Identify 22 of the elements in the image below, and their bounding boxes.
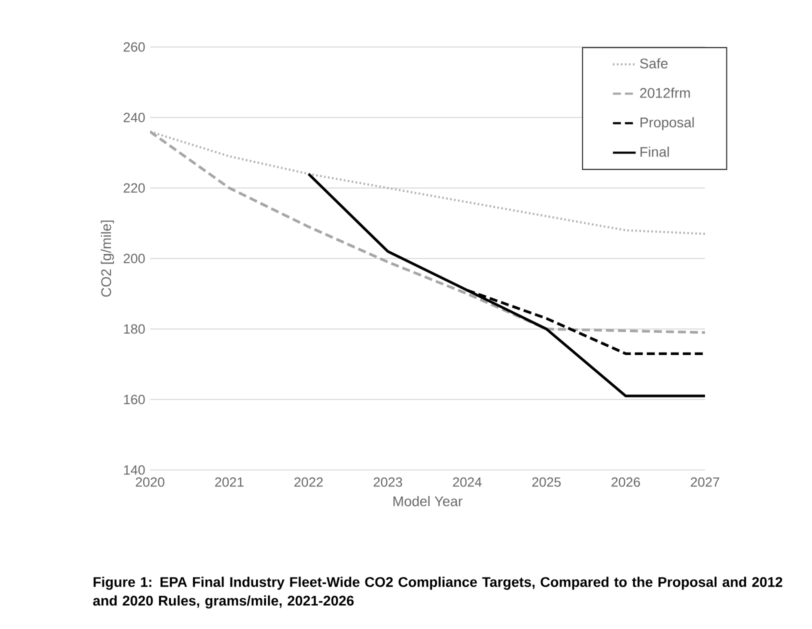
y-tick-label: 200 bbox=[124, 254, 145, 264]
x-tick-label: 2024 bbox=[452, 477, 482, 487]
y-tick-label: 220 bbox=[124, 183, 145, 193]
legend-label: 2012frm bbox=[640, 88, 690, 98]
y-tick-label: 180 bbox=[124, 324, 145, 334]
x-tick-label: 2025 bbox=[532, 477, 561, 487]
x-tick-label: 2022 bbox=[294, 477, 323, 487]
y-tick-label: 260 bbox=[124, 42, 145, 52]
x-tick-label: 2023 bbox=[374, 477, 402, 487]
x-tick-label: 2020 bbox=[136, 477, 164, 487]
y-tick-label: 160 bbox=[124, 394, 145, 404]
legend-label: Final bbox=[640, 146, 669, 157]
y-axis-title: CO2 [g/mile] bbox=[100, 220, 114, 297]
y-tick-label: 140 bbox=[124, 465, 145, 475]
x-tick-label: 2021 bbox=[215, 477, 244, 487]
legend-label: Proposal bbox=[640, 117, 694, 130]
x-tick-label: 2027 bbox=[690, 477, 720, 487]
x-tick-label: 2026 bbox=[612, 477, 640, 487]
x-axis-title: Model Year bbox=[394, 496, 462, 506]
caption: Figure 1: EPA Final Industry Fleet-Wide CO2 Compliance Targets, Compared to the Proposal and 2012 and 2020 Rules, grams/mile, 2021-2026 bbox=[93, 576, 782, 608]
y-tick-label: 240 bbox=[124, 112, 145, 122]
legend-label: Safe bbox=[640, 58, 668, 68]
